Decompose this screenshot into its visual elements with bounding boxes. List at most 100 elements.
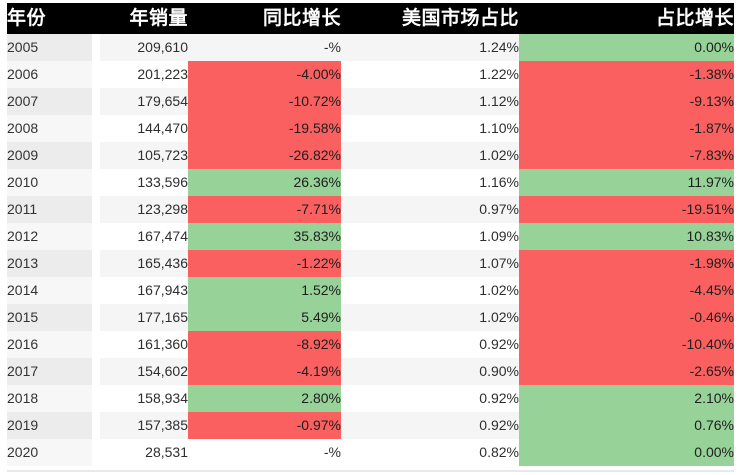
yoy-growth-cell: -8.92% — [188, 331, 341, 358]
us-market-share-cell: 1.10% — [341, 115, 519, 142]
year-cell: 2015 — [7, 304, 100, 331]
yoy-growth-cell: 2.80% — [188, 385, 341, 412]
yoy-growth-cell: -% — [188, 439, 341, 466]
table-row: 2013 165,436 -1.22% 1.07% -1.98% — [7, 250, 734, 277]
table-row: 2005 209,610 -% 1.24% 0.00% — [7, 34, 734, 61]
table-row: 2008 144,470 -19.58% 1.10% -1.87% — [7, 115, 734, 142]
annual-sales-cell: 167,474 — [100, 223, 188, 250]
table-row: 2015 177,165 5.49% 1.02% -0.46% — [7, 304, 734, 331]
annual-sales-cell: 123,298 — [100, 196, 188, 223]
table-row: 2016 161,360 -8.92% 0.92% -10.40% — [7, 331, 734, 358]
year-cell: 2018 — [7, 385, 100, 412]
year-cell: 2020 — [7, 439, 100, 466]
table-row: 2012 167,474 35.83% 1.09% 10.83% — [7, 223, 734, 250]
yoy-growth-cell: -26.82% — [188, 142, 341, 169]
year-cell: 2011 — [7, 196, 100, 223]
yoy-growth-cell: -10.72% — [188, 88, 341, 115]
us-market-share-cell: 1.09% — [341, 223, 519, 250]
annual-sales-cell: 165,436 — [100, 250, 188, 277]
yoy-growth-cell: -1.22% — [188, 250, 341, 277]
year-cell: 2010 — [7, 169, 100, 196]
table-bottom-divider — [7, 470, 734, 472]
annual-sales-cell: 154,602 — [100, 358, 188, 385]
annual-sales-cell: 209,610 — [100, 34, 188, 61]
year-cell: 2017 — [7, 358, 100, 385]
col-header-annual-sales: 年销量 — [100, 3, 188, 34]
share-growth-cell: 0.00% — [519, 439, 734, 466]
header-row: 年份 年销量 同比增长 美国市场占比 占比增长 — [7, 3, 734, 34]
col-header-year: 年份 — [7, 3, 100, 34]
table-row: 2020 28,531 -% 0.82% 0.00% — [7, 439, 734, 466]
us-market-share-cell: 1.02% — [341, 277, 519, 304]
yoy-growth-cell: -7.71% — [188, 196, 341, 223]
annual-sales-cell: 179,654 — [100, 88, 188, 115]
share-growth-cell: -1.87% — [519, 115, 734, 142]
table-body: 2005 209,610 -% 1.24% 0.00% 2006 201,223 -4.00%… — [7, 34, 734, 466]
us-annual-sales-table: 年份 年销量 同比增长 美国市场占比 占比增长 2005 209,610 -% 1.2… — [7, 3, 734, 466]
year-cell: 2007 — [7, 88, 100, 115]
share-growth-cell: -7.83% — [519, 142, 734, 169]
year-cell: 2016 — [7, 331, 100, 358]
share-growth-cell: 10.83% — [519, 223, 734, 250]
year-cell: 2019 — [7, 412, 100, 439]
col-header-yoy-growth: 同比增长 — [188, 3, 341, 34]
table-row: 2011 123,298 -7.71% 0.97% -19.51% — [7, 196, 734, 223]
year-cell: 2012 — [7, 223, 100, 250]
yoy-growth-cell: 5.49% — [188, 304, 341, 331]
us-market-share-cell: 1.24% — [341, 34, 519, 61]
us-market-share-cell: 1.22% — [341, 61, 519, 88]
yoy-growth-cell: -19.58% — [188, 115, 341, 142]
share-growth-cell: -2.65% — [519, 358, 734, 385]
col-header-share-growth: 占比增长 — [519, 3, 734, 34]
share-growth-cell: -4.45% — [519, 277, 734, 304]
annual-sales-cell: 144,470 — [100, 115, 188, 142]
us-market-share-cell: 0.92% — [341, 385, 519, 412]
us-market-share-cell: 0.92% — [341, 331, 519, 358]
annual-sales-cell: 167,943 — [100, 277, 188, 304]
share-growth-cell: -1.98% — [519, 250, 734, 277]
annual-sales-cell: 158,934 — [100, 385, 188, 412]
yoy-growth-cell: 35.83% — [188, 223, 341, 250]
share-growth-cell: 2.10% — [519, 385, 734, 412]
year-cell: 2005 — [7, 34, 100, 61]
us-market-share-cell: 1.12% — [341, 88, 519, 115]
table-row: 2014 167,943 1.52% 1.02% -4.45% — [7, 277, 734, 304]
us-market-share-cell: 0.92% — [341, 412, 519, 439]
annual-sales-cell: 177,165 — [100, 304, 188, 331]
us-market-share-cell: 0.90% — [341, 358, 519, 385]
table-header: 年份 年销量 同比增长 美国市场占比 占比增长 — [7, 3, 734, 34]
share-growth-cell: 0.00% — [519, 34, 734, 61]
us-market-share-cell: 1.07% — [341, 250, 519, 277]
annual-sales-cell: 157,385 — [100, 412, 188, 439]
table-row: 2017 154,602 -4.19% 0.90% -2.65% — [7, 358, 734, 385]
annual-sales-cell: 105,723 — [100, 142, 188, 169]
year-cell: 2014 — [7, 277, 100, 304]
share-growth-cell: -19.51% — [519, 196, 734, 223]
table-row: 2006 201,223 -4.00% 1.22% -1.38% — [7, 61, 734, 88]
share-growth-cell: 0.76% — [519, 412, 734, 439]
yoy-growth-cell: -4.19% — [188, 358, 341, 385]
annual-sales-cell: 201,223 — [100, 61, 188, 88]
table-row: 2010 133,596 26.36% 1.16% 11.97% — [7, 169, 734, 196]
us-market-share-cell: 1.02% — [341, 142, 519, 169]
year-cell: 2013 — [7, 250, 100, 277]
annual-sales-cell: 161,360 — [100, 331, 188, 358]
col-header-us-market-share: 美国市场占比 — [341, 3, 519, 34]
share-growth-cell: -9.13% — [519, 88, 734, 115]
share-growth-cell: 11.97% — [519, 169, 734, 196]
us-market-share-cell: 0.97% — [341, 196, 519, 223]
annual-sales-cell: 28,531 — [100, 439, 188, 466]
yoy-growth-cell: -4.00% — [188, 61, 341, 88]
us-market-share-cell: 1.02% — [341, 304, 519, 331]
share-growth-cell: -10.40% — [519, 331, 734, 358]
year-cell: 2006 — [7, 61, 100, 88]
yoy-growth-cell: -% — [188, 34, 341, 61]
year-cell: 2008 — [7, 115, 100, 142]
table-row: 2019 157,385 -0.97% 0.92% 0.76% — [7, 412, 734, 439]
table-row: 2007 179,654 -10.72% 1.12% -9.13% — [7, 88, 734, 115]
us-market-share-cell: 1.16% — [341, 169, 519, 196]
table-row: 2018 158,934 2.80% 0.92% 2.10% — [7, 385, 734, 412]
yoy-growth-cell: 1.52% — [188, 277, 341, 304]
yoy-growth-cell: 26.36% — [188, 169, 341, 196]
